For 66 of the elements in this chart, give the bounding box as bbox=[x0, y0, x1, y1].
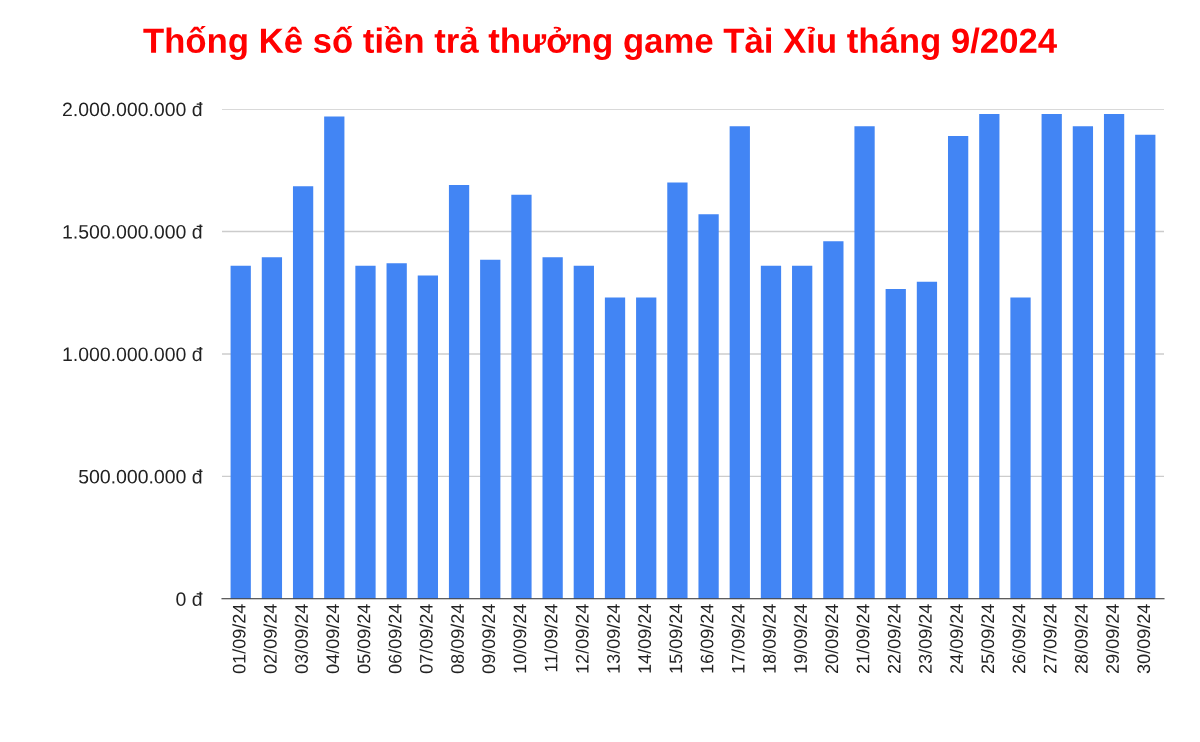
x-tick-label: 11/09/24 bbox=[544, 604, 558, 672]
x-tick-label: 16/09/24 bbox=[700, 604, 714, 673]
x-tick-label: 22/09/24 bbox=[887, 604, 901, 674]
bar bbox=[292, 186, 314, 599]
x-tick-label: 26/09/24 bbox=[1012, 604, 1026, 674]
x-tick-label: 15/09/24 bbox=[668, 604, 683, 673]
bar bbox=[916, 281, 938, 599]
bar bbox=[324, 116, 345, 599]
x-tick-label: 24/09/24 bbox=[949, 604, 963, 674]
bar bbox=[511, 194, 532, 599]
bar bbox=[979, 113, 1000, 599]
bar bbox=[854, 126, 875, 599]
x-tick-label: 12/09/24 bbox=[575, 604, 589, 673]
bar bbox=[667, 182, 688, 599]
bar bbox=[1103, 113, 1125, 599]
x-tick-label: 06/09/24 bbox=[388, 604, 402, 674]
x-tick-label: 20/09/24 bbox=[824, 604, 839, 674]
x-tick-label: 09/09/24 bbox=[481, 604, 496, 674]
x-tick-label: 03/09/24 bbox=[294, 604, 308, 674]
bar bbox=[604, 297, 626, 599]
y-tick-label: 0 đ bbox=[176, 591, 203, 607]
bar bbox=[386, 263, 407, 599]
x-tick-label: 27/09/24 bbox=[1043, 604, 1057, 674]
bar bbox=[948, 136, 969, 599]
x-tick-label: 08/09/24 bbox=[450, 604, 464, 674]
x-tick-label: 21/09/24 bbox=[856, 604, 870, 674]
bar bbox=[1041, 113, 1062, 599]
x-tick-label: 25/09/24 bbox=[980, 604, 995, 674]
bar bbox=[885, 289, 906, 599]
bar bbox=[480, 259, 501, 599]
x-tick-label: 10/09/24 bbox=[513, 604, 527, 673]
x-tick-label: 23/09/24 bbox=[918, 604, 932, 674]
bar bbox=[636, 297, 657, 599]
bar bbox=[573, 265, 594, 599]
bar bbox=[448, 184, 470, 599]
x-tick-label: 17/09/24 bbox=[731, 604, 745, 673]
bar bbox=[1010, 297, 1031, 599]
x-tick-label: 04/09/24 bbox=[325, 604, 340, 674]
x-tick-label: 02/09/24 bbox=[263, 604, 277, 674]
bar bbox=[1135, 134, 1156, 599]
chart-title: Thống Kê số tiền trả thưởng game Tài Xỉu tháng 9/2024 bbox=[143, 25, 1057, 61]
bar bbox=[792, 265, 813, 599]
x-tick-label: 19/09/24 bbox=[793, 604, 808, 673]
bar bbox=[698, 214, 719, 599]
bar bbox=[729, 126, 750, 599]
x-tick-label: 01/09/24 bbox=[232, 604, 246, 674]
bar bbox=[823, 241, 844, 599]
bar bbox=[542, 257, 563, 599]
bar bbox=[230, 265, 251, 599]
x-tick-label: 30/09/24 bbox=[1136, 604, 1151, 674]
x-tick-label: 28/09/24 bbox=[1074, 604, 1088, 674]
x-tick-label: 29/09/24 bbox=[1105, 604, 1119, 674]
bar bbox=[760, 265, 782, 599]
x-tick-label: 07/09/24 bbox=[419, 604, 433, 674]
x-tick-label: 05/09/24 bbox=[357, 604, 371, 674]
bar bbox=[355, 265, 376, 599]
x-tick-label: 14/09/24 bbox=[637, 604, 652, 673]
y-tick-label: 2.000.000.000 đ bbox=[62, 102, 203, 117]
x-tick-label: 13/09/24 bbox=[606, 604, 620, 673]
y-tick-label: 1.000.000.000 đ bbox=[63, 346, 203, 362]
x-tick-label: 18/09/24 bbox=[762, 604, 776, 673]
bar bbox=[417, 275, 438, 599]
bar bbox=[1072, 126, 1094, 599]
bar bbox=[261, 257, 283, 599]
y-tick-label: 1.500.000.000 đ bbox=[63, 224, 203, 239]
y-tick-label: 500.000.000 đ bbox=[79, 469, 203, 484]
